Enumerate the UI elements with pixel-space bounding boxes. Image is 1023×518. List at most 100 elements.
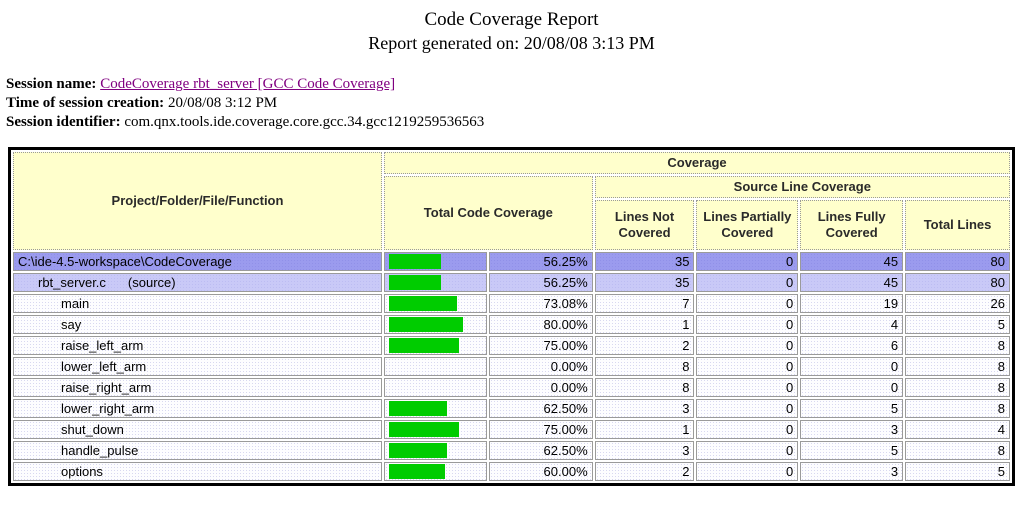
- session-time-value: 20/08/08 3:12 PM: [167, 95, 278, 111]
- coverage-table-body: C:\ide-4.5-workspace\CodeCoverage 56.25%…: [13, 252, 1010, 481]
- session-time-label: Time of session creation:: [6, 95, 165, 111]
- cell-total-lines: 8: [905, 336, 1010, 355]
- coverage-bar-track: [388, 317, 482, 332]
- cell-item-name: lower_left_arm: [13, 357, 382, 376]
- cell-lines-fully-covered: 45: [800, 273, 904, 292]
- cell-lines-partially-covered: 0: [696, 378, 799, 397]
- coverage-bar-fill: [388, 254, 442, 269]
- cell-coverage-percent: 75.00%: [488, 336, 593, 355]
- cell-lines-partially-covered: 0: [696, 357, 799, 376]
- coverage-bar-track: [388, 254, 482, 269]
- cell-coverage-bar: [383, 315, 487, 334]
- coverage-bar-fill: [388, 422, 459, 437]
- item-name-label: options: [61, 464, 103, 479]
- cell-coverage-bar: [383, 273, 487, 292]
- coverage-bar-fill: [388, 401, 447, 416]
- cell-lines-partially-covered: 0: [696, 252, 799, 271]
- session-name-link[interactable]: CodeCoverage rbt_server [GCC Code Covera…: [100, 76, 396, 92]
- cell-lines-partially-covered: 0: [696, 315, 799, 334]
- cell-lines-partially-covered: 0: [696, 273, 799, 292]
- cell-total-lines: 5: [905, 462, 1010, 481]
- cell-coverage-bar: [383, 294, 487, 313]
- coverage-bar-fill: [388, 443, 447, 458]
- cell-item-name: C:\ide-4.5-workspace\CodeCoverage: [13, 252, 382, 271]
- page-title: Code Coverage Report: [424, 9, 599, 30]
- column-header-coverage: Coverage: [383, 152, 1010, 174]
- column-header-source-line-coverage: Source Line Coverage: [594, 176, 1010, 198]
- item-name-suffix: (source): [127, 275, 176, 290]
- coverage-bar-fill: [388, 317, 464, 332]
- cell-coverage-bar: [383, 420, 487, 439]
- cell-lines-partially-covered: 0: [696, 294, 799, 313]
- cell-lines-fully-covered: 6: [800, 336, 904, 355]
- cell-total-lines: 5: [905, 315, 1010, 334]
- cell-lines-not-covered: 2: [594, 336, 695, 355]
- table-row: C:\ide-4.5-workspace\CodeCoverage 56.25%…: [13, 252, 1010, 271]
- table-row: options 60.00% 2 0 3 5: [13, 462, 1010, 481]
- cell-lines-fully-covered: 3: [800, 420, 904, 439]
- cell-total-lines: 26: [905, 294, 1010, 313]
- cell-coverage-percent: 73.08%: [488, 294, 593, 313]
- item-name-label: main: [61, 296, 90, 311]
- session-id-label: Session identifier:: [6, 114, 121, 130]
- item-name-label: shut_down: [61, 422, 124, 437]
- header-row-1: Project/Folder/File/Function Coverage: [13, 152, 1010, 250]
- session-id-value: com.qnx.tools.ide.coverage.core.gcc.34.g…: [124, 114, 485, 130]
- cell-coverage-percent: 60.00%: [488, 462, 593, 481]
- cell-lines-fully-covered: 19: [800, 294, 904, 313]
- cell-lines-not-covered: 1: [594, 315, 695, 334]
- table-row: lower_right_arm 62.50% 3 0 5 8: [13, 399, 1010, 418]
- cell-item-name: options: [13, 462, 382, 481]
- table-row: rbt_server.c (source) 56.25% 35 0 45 80: [13, 273, 1010, 292]
- cell-item-name: rbt_server.c (source): [13, 273, 382, 292]
- item-name-label: rbt_server.c: [38, 275, 106, 290]
- cell-total-lines: 8: [905, 378, 1010, 397]
- cell-lines-not-covered: 3: [594, 441, 695, 460]
- column-header-total-code-coverage: Total Code Coverage: [383, 176, 593, 250]
- coverage-bar-track: [388, 422, 482, 437]
- cell-item-name: shut_down: [13, 420, 382, 439]
- cell-coverage-percent: 0.00%: [488, 378, 593, 397]
- item-name-label: say: [61, 317, 82, 332]
- column-header-total-lines: Total Lines: [905, 200, 1010, 250]
- cell-lines-not-covered: 35: [594, 252, 695, 271]
- header-row-2: Total Code Coverage Source Line Coverage: [13, 176, 1010, 250]
- cell-coverage-percent: 0.00%: [488, 357, 593, 376]
- cell-lines-not-covered: 2: [594, 462, 695, 481]
- item-name-label: lower_right_arm: [61, 401, 155, 416]
- table-row: raise_right_arm 0.00% 8 0 0 8: [13, 378, 1010, 397]
- cell-lines-fully-covered: 45: [800, 252, 904, 271]
- cell-lines-fully-covered: 5: [800, 399, 904, 418]
- column-header-lines-partially-covered: Lines Partially Covered: [696, 200, 799, 250]
- coverage-bar-track: [389, 359, 482, 374]
- report-title-block: Code Coverage Report Report generated on…: [0, 0, 1023, 55]
- coverage-bar-track: [388, 464, 482, 479]
- cell-lines-partially-covered: 0: [696, 441, 799, 460]
- cell-lines-fully-covered: 3: [800, 462, 904, 481]
- cell-lines-partially-covered: 0: [696, 462, 799, 481]
- table-row: raise_left_arm 75.00% 2 0 6 8: [13, 336, 1010, 355]
- cell-lines-partially-covered: 0: [696, 336, 799, 355]
- session-id-line: Session identifier: com.qnx.tools.ide.co…: [6, 113, 1023, 132]
- coverage-bar-track: [388, 296, 482, 311]
- cell-lines-not-covered: 1: [594, 420, 695, 439]
- table-row: handle_pulse 62.50% 3 0 5 8: [13, 441, 1010, 460]
- cell-lines-not-covered: 8: [594, 357, 695, 376]
- table-row: lower_left_arm 0.00% 8 0 0 8: [13, 357, 1010, 376]
- item-name-label: handle_pulse: [61, 443, 139, 458]
- header-row-3: Lines Not Covered Lines Partially Covere…: [13, 200, 1010, 250]
- cell-lines-not-covered: 7: [594, 294, 695, 313]
- cell-coverage-percent: 75.00%: [488, 420, 593, 439]
- column-header-lines-not-covered: Lines Not Covered: [594, 200, 695, 250]
- cell-item-name: lower_right_arm: [13, 399, 382, 418]
- cell-total-lines: 80: [905, 273, 1010, 292]
- cell-coverage-percent: 62.50%: [488, 441, 593, 460]
- cell-coverage-bar: [383, 357, 487, 376]
- cell-total-lines: 80: [905, 252, 1010, 271]
- cell-lines-fully-covered: 0: [800, 357, 904, 376]
- cell-item-name: main: [13, 294, 382, 313]
- cell-lines-fully-covered: 5: [800, 441, 904, 460]
- cell-coverage-bar: [383, 399, 487, 418]
- cell-item-name: handle_pulse: [13, 441, 382, 460]
